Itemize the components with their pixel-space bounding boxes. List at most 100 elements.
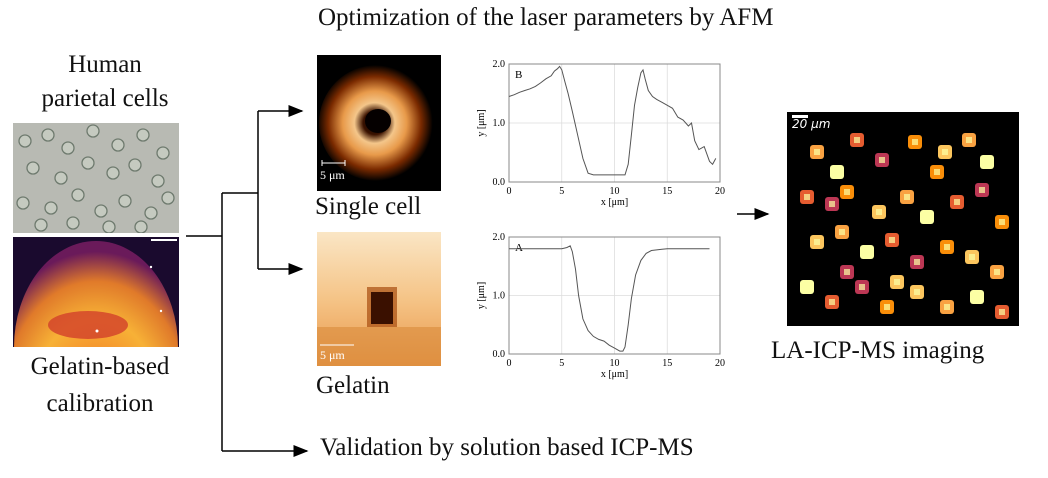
element-spot-core	[974, 294, 980, 300]
element-spot-core	[829, 201, 835, 207]
element-spot-core	[879, 157, 885, 163]
element-spot-core	[966, 137, 972, 143]
element-spot-core	[994, 269, 1000, 275]
gelatin-label: Gelatin	[316, 372, 390, 399]
element-spot-core	[859, 284, 865, 290]
element-spot-core	[904, 194, 910, 200]
element-spot-core	[844, 269, 850, 275]
x-tick-label: 15	[662, 186, 672, 197]
panel-label: B	[515, 69, 522, 81]
element-spot-core	[969, 254, 975, 260]
x-tick-label: 20	[715, 186, 725, 197]
element-spot-core	[999, 309, 1005, 315]
afm-gelatin-image: 5 μm	[317, 232, 441, 366]
x-tick-label: 15	[662, 358, 672, 369]
element-spot-core	[864, 249, 870, 255]
x-tick-label: 10	[610, 358, 620, 369]
cell-dot	[144, 206, 158, 220]
panel-label: A	[515, 242, 523, 254]
cell-dot	[61, 141, 75, 155]
cell-dot	[118, 194, 132, 208]
cell-dot	[71, 188, 85, 202]
element-spot-core	[954, 199, 960, 205]
element-spot-core	[814, 239, 820, 245]
element-spot-core	[889, 237, 895, 243]
cell-dot	[161, 191, 175, 205]
cell-dot	[86, 124, 100, 138]
x-tick-label: 0	[507, 358, 512, 369]
calibration-label-line2: calibration	[46, 390, 154, 417]
element-spot-core	[944, 244, 950, 250]
element-spot-core	[914, 259, 920, 265]
cell-dot	[81, 156, 95, 170]
cell-dot	[54, 171, 68, 185]
figure-title: Optimization of the laser parameters by …	[318, 4, 774, 31]
y-tick-label: 1.0	[493, 291, 506, 302]
afm-single-cell-image: 5 μm	[317, 55, 441, 191]
series-line	[508, 65, 717, 176]
x-axis-label: x [μm]	[601, 369, 628, 380]
cell-dot	[34, 218, 48, 232]
cell-dot	[94, 204, 108, 218]
x-tick-label: 20	[715, 358, 725, 369]
chart-panel-B: 0 5 10 15 20 0.0 1.0 2.0 x [μm] y [μm] B	[476, 59, 725, 208]
y-tick-label: 0.0	[493, 349, 506, 360]
x-tick-label: 0	[507, 186, 512, 197]
x-tick-label: 10	[610, 186, 620, 197]
chart-panel-A: 0 5 10 15 20 0.0 1.0 2.0 x [μm] y [μm] A	[476, 232, 725, 380]
element-spot-core	[804, 284, 810, 290]
cell-dot	[18, 134, 32, 148]
validation-label: Validation by solution based ICP-MS	[320, 434, 694, 461]
y-tick-label: 2.0	[493, 59, 506, 70]
cell-dot	[136, 128, 150, 142]
element-spot-core	[999, 219, 1005, 225]
cell-dot	[151, 174, 165, 188]
element-spot-core	[924, 214, 930, 220]
y-axis-label: y [μm]	[476, 282, 487, 309]
single-cell-scale-label: 5 μm	[320, 168, 345, 182]
element-spot-core	[912, 139, 918, 145]
cells-label-line1: Human	[68, 51, 142, 78]
element-spot-core	[934, 169, 940, 175]
y-tick-label: 2.0	[493, 232, 506, 243]
element-spot-core	[984, 159, 990, 165]
chart-frame	[508, 63, 721, 183]
element-spot-core	[814, 149, 820, 155]
imaging-scale-label: 20 μm	[792, 117, 831, 131]
x-axis-label: x [μm]	[601, 197, 628, 208]
x-tick-label: 5	[559, 358, 564, 369]
element-spot-core	[804, 194, 810, 200]
cells-microscopy-image	[13, 123, 179, 233]
element-spot-core	[854, 137, 860, 143]
cell-dot	[128, 158, 142, 172]
cell-dot	[16, 196, 30, 210]
la-icp-ms-image: 20 μm	[787, 112, 1019, 326]
y-axis-label: y [μm]	[476, 109, 487, 136]
cell-dot	[41, 128, 55, 142]
element-spot-core	[829, 299, 835, 305]
chart-frame	[508, 236, 721, 355]
calibration-label-line1: Gelatin-based	[30, 353, 170, 380]
cell-dot	[66, 216, 80, 230]
cells-label-line2: parietal cells	[41, 85, 169, 112]
element-spot-core	[834, 169, 840, 175]
scale-bar	[792, 115, 808, 118]
single-cell-label: Single cell	[315, 193, 422, 220]
cell-dot	[26, 161, 40, 175]
cell-dot	[156, 146, 170, 160]
element-spot-core	[839, 229, 845, 235]
element-spot-core	[876, 209, 882, 215]
x-tick-label: 5	[559, 186, 564, 197]
gelatin-calibration-image	[13, 237, 179, 347]
series-line	[509, 245, 710, 352]
y-tick-label: 1.0	[493, 118, 506, 129]
element-spot-core	[979, 187, 985, 193]
element-spot-core	[944, 304, 950, 310]
element-spot-core	[942, 149, 948, 155]
element-spot-core	[894, 279, 900, 285]
cell-dot	[111, 138, 125, 152]
cell-dot	[44, 201, 58, 215]
element-spot-core	[884, 304, 890, 310]
element-spot-core	[914, 289, 920, 295]
